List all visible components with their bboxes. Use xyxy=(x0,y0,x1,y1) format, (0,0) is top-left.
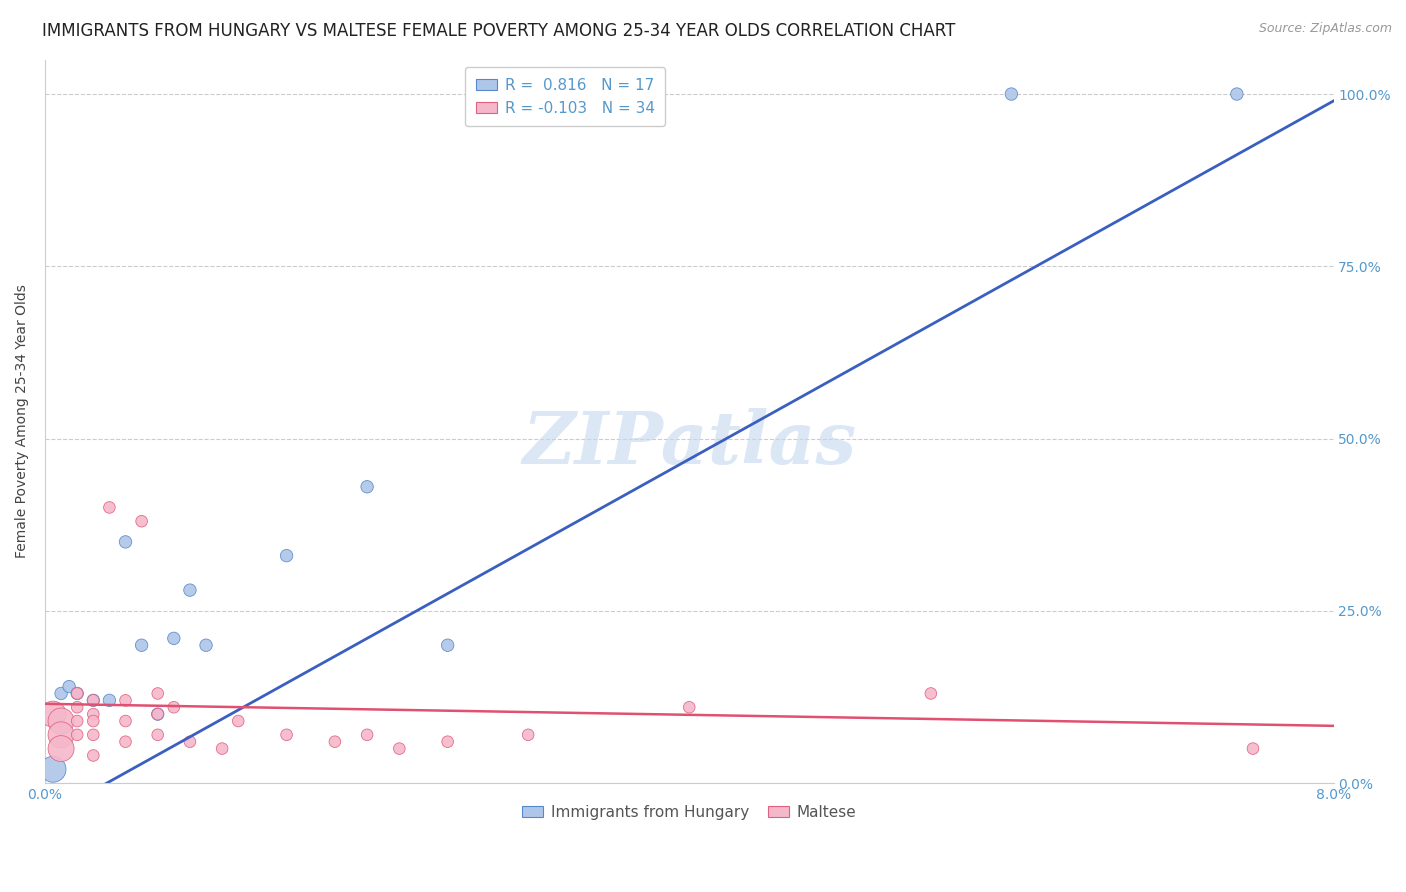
Point xyxy=(114,714,136,728)
Point xyxy=(276,549,298,563)
Point xyxy=(82,748,104,763)
Point xyxy=(195,638,218,652)
Point xyxy=(114,535,136,549)
Point xyxy=(131,514,153,528)
Point xyxy=(1241,741,1264,756)
Point xyxy=(1000,87,1022,101)
Point xyxy=(517,87,540,101)
Point xyxy=(356,480,378,494)
Point xyxy=(82,707,104,722)
Point xyxy=(49,686,72,700)
Point xyxy=(82,693,104,707)
Point xyxy=(146,728,169,742)
Text: ZIPatlas: ZIPatlas xyxy=(522,408,856,478)
Point xyxy=(146,707,169,722)
Point xyxy=(131,638,153,652)
Point xyxy=(436,735,458,749)
Point xyxy=(179,735,201,749)
Point xyxy=(49,714,72,728)
Point xyxy=(66,686,89,700)
Point xyxy=(211,741,233,756)
Point xyxy=(66,686,89,700)
Point xyxy=(114,693,136,707)
Point xyxy=(66,700,89,714)
Point xyxy=(163,632,186,646)
Point xyxy=(98,500,121,515)
Point xyxy=(49,728,72,742)
Point xyxy=(678,700,700,714)
Point xyxy=(58,680,80,694)
Text: IMMIGRANTS FROM HUNGARY VS MALTESE FEMALE POVERTY AMONG 25-34 YEAR OLDS CORRELAT: IMMIGRANTS FROM HUNGARY VS MALTESE FEMAL… xyxy=(42,22,956,40)
Point xyxy=(66,728,89,742)
Point xyxy=(114,735,136,749)
Point xyxy=(98,693,121,707)
Point xyxy=(179,583,201,598)
Legend: Immigrants from Hungary, Maltese: Immigrants from Hungary, Maltese xyxy=(516,799,862,826)
Point xyxy=(146,707,169,722)
Point xyxy=(49,741,72,756)
Point xyxy=(920,686,942,700)
Text: Source: ZipAtlas.com: Source: ZipAtlas.com xyxy=(1258,22,1392,36)
Point xyxy=(82,728,104,742)
Point xyxy=(356,728,378,742)
Point xyxy=(436,638,458,652)
Point xyxy=(388,741,411,756)
Point xyxy=(42,707,65,722)
Point xyxy=(323,735,346,749)
Point xyxy=(42,762,65,776)
Point xyxy=(82,714,104,728)
Point xyxy=(517,728,540,742)
Y-axis label: Female Poverty Among 25-34 Year Olds: Female Poverty Among 25-34 Year Olds xyxy=(15,285,30,558)
Point xyxy=(146,686,169,700)
Point xyxy=(82,693,104,707)
Point xyxy=(163,700,186,714)
Point xyxy=(1226,87,1249,101)
Point xyxy=(226,714,249,728)
Point xyxy=(66,714,89,728)
Point xyxy=(276,728,298,742)
